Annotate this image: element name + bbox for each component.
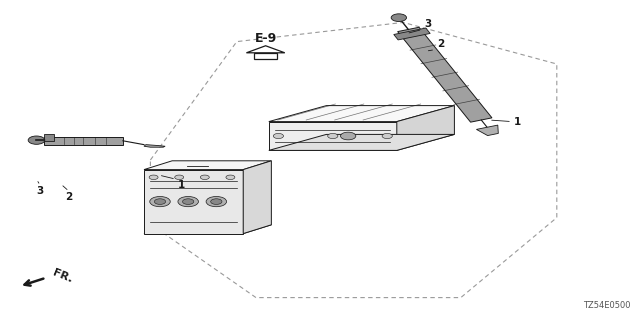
Polygon shape (269, 106, 454, 122)
Circle shape (178, 196, 198, 207)
Polygon shape (144, 170, 243, 234)
Circle shape (206, 196, 227, 207)
Polygon shape (243, 161, 271, 234)
Circle shape (382, 133, 392, 139)
Circle shape (175, 175, 184, 180)
Circle shape (211, 199, 222, 204)
Text: 2: 2 (437, 39, 444, 49)
Polygon shape (397, 106, 454, 150)
Circle shape (28, 136, 45, 144)
Text: 2: 2 (65, 192, 73, 202)
Polygon shape (269, 122, 397, 150)
Polygon shape (144, 145, 165, 147)
Text: TZ54E0500: TZ54E0500 (583, 301, 630, 310)
Circle shape (182, 199, 194, 204)
Circle shape (149, 175, 158, 180)
Polygon shape (246, 46, 285, 53)
Circle shape (226, 175, 235, 180)
Polygon shape (397, 27, 492, 122)
Circle shape (273, 133, 284, 139)
Polygon shape (144, 225, 271, 234)
Text: 1: 1 (514, 117, 521, 127)
Circle shape (340, 132, 356, 140)
Text: FR.: FR. (51, 268, 74, 284)
Circle shape (154, 199, 166, 204)
Text: 3: 3 (424, 19, 431, 29)
Circle shape (391, 14, 406, 21)
Text: E-9: E-9 (255, 32, 276, 45)
Polygon shape (254, 53, 277, 59)
Polygon shape (269, 134, 454, 150)
Polygon shape (394, 28, 430, 40)
Text: 1: 1 (178, 180, 185, 190)
Polygon shape (476, 125, 499, 136)
Circle shape (328, 133, 338, 139)
Circle shape (150, 196, 170, 207)
Text: 3: 3 (36, 186, 44, 196)
Polygon shape (44, 137, 123, 145)
Polygon shape (144, 161, 271, 170)
Polygon shape (44, 134, 54, 141)
Circle shape (200, 175, 209, 180)
